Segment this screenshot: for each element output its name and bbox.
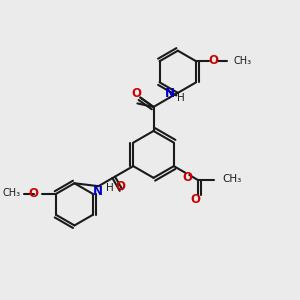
Text: O: O xyxy=(182,171,192,184)
Text: CH₃: CH₃ xyxy=(222,174,242,184)
Text: O: O xyxy=(132,87,142,100)
Text: O: O xyxy=(190,193,200,206)
Text: CH₃: CH₃ xyxy=(234,56,252,66)
Text: H: H xyxy=(177,93,184,103)
Text: N: N xyxy=(93,185,103,198)
Text: O: O xyxy=(115,180,125,193)
Text: O: O xyxy=(208,54,218,67)
Text: O: O xyxy=(28,187,38,200)
Text: CH₃: CH₃ xyxy=(2,188,20,198)
Text: H: H xyxy=(106,183,113,193)
Text: N: N xyxy=(165,87,175,100)
